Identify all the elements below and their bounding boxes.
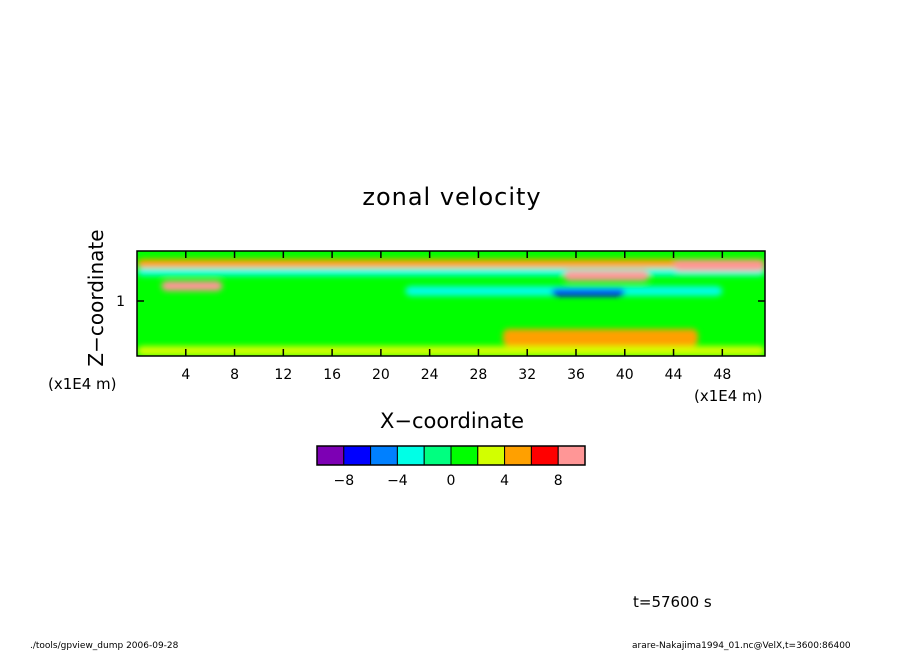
- velocity-feature-5: [563, 271, 650, 281]
- x-tick-label: 24: [421, 367, 439, 383]
- velocity-feature-6: [673, 261, 765, 271]
- colorbar-tick-label: −8: [333, 473, 354, 489]
- footer-left: ./tools/gpview_dump 2006-09-28: [30, 641, 179, 651]
- x-axis-label: X−coordinate: [380, 409, 524, 433]
- y-axis-unit: (x1E4 m): [48, 375, 117, 393]
- velocity-field: [137, 251, 765, 356]
- chart-title: zonal velocity: [362, 183, 542, 211]
- velocity-feature-0: [137, 259, 765, 268]
- x-tick-label: 48: [713, 367, 731, 383]
- x-tick-label: 16: [323, 367, 341, 383]
- x-axis: 4 8 12 16 20 24 28 32 36 40 44 48: [181, 251, 731, 383]
- velocity-feature-1: [137, 268, 765, 276]
- footer-right: arare-Nakajima1994_01.nc@VelX,t=3600:864…: [632, 641, 851, 651]
- colorbar-swatch: [530, 445, 559, 466]
- velocity-feature-7: [502, 329, 698, 346]
- colorbar-tick-label: −4: [387, 473, 408, 489]
- x-tick-label: 28: [470, 367, 488, 383]
- colorbar-swatch: [423, 445, 452, 466]
- x-tick-label: 8: [230, 367, 239, 383]
- y-axis: 1: [116, 294, 765, 310]
- x-tick-label: 4: [181, 367, 190, 383]
- time-annotation: t=57600 s: [633, 593, 712, 611]
- colorbar-swatch: [504, 445, 532, 466]
- colorbar-swatch: [343, 445, 372, 466]
- colorbar-swatch: [477, 445, 506, 466]
- colorbar-frame: [316, 445, 586, 466]
- y-tick-label: 1: [116, 294, 125, 310]
- x-axis-unit: (x1E4 m): [694, 387, 763, 405]
- velocity-feature-3: [551, 289, 625, 296]
- colorbar-tick-label: 8: [554, 473, 563, 489]
- colorbar-swatch: [316, 445, 345, 466]
- x-tick-label: 12: [274, 367, 292, 383]
- colorbar-tick-label: 0: [447, 473, 456, 489]
- colorbar-tick-label: 4: [500, 473, 509, 489]
- colorbar: −8 −4 0 4 8: [316, 445, 586, 489]
- colorbar-swatch: [557, 445, 586, 466]
- x-tick-label: 44: [665, 367, 683, 383]
- x-tick-label: 32: [518, 367, 536, 383]
- x-tick-label: 40: [616, 367, 634, 383]
- velocity-feature-8: [137, 346, 765, 356]
- colorbar-swatch: [396, 445, 425, 466]
- colorbar-swatch: [450, 445, 479, 466]
- y-axis-label: Z−coordinate: [84, 229, 108, 367]
- colorbar-swatch: [370, 445, 398, 466]
- plot-frame: [136, 250, 766, 357]
- x-tick-label: 20: [372, 367, 390, 383]
- velocity-feature-4: [161, 281, 223, 291]
- x-tick-label: 36: [567, 367, 585, 383]
- field-features: [137, 259, 765, 356]
